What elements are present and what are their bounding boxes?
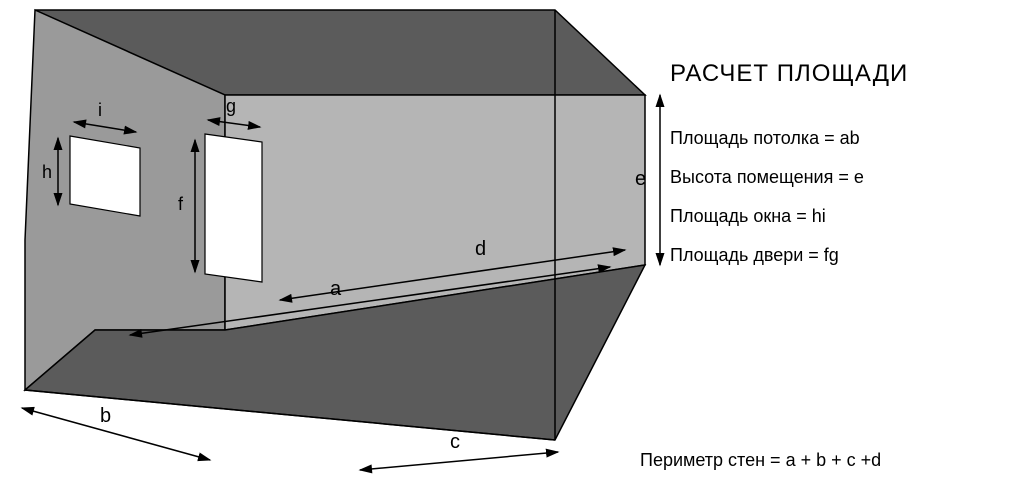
label-b: b (100, 405, 111, 427)
formula-door: Площадь двери = fg (670, 245, 1010, 266)
formulas-panel: РАСЧЕТ ПЛОЩАДИ Площадь потолка = ab Высо… (670, 60, 1010, 284)
label-c: c (450, 431, 460, 453)
page-title: РАСЧЕТ ПЛОЩАДИ (670, 60, 1010, 88)
label-e: e (635, 168, 646, 190)
label-g: g (226, 96, 236, 116)
window-opening (70, 136, 140, 216)
dim-b (22, 408, 210, 460)
label-d: d (475, 238, 486, 260)
formula-perimeter: Периметр стен = a + b + c +d (640, 450, 881, 471)
dim-c (360, 452, 558, 470)
label-h: h (42, 162, 52, 182)
room-diagram: a d b c e f g h i (0, 0, 650, 500)
formula-window: Площадь окна = hi (670, 206, 1010, 227)
label-i: i (98, 100, 102, 120)
label-a: a (330, 278, 342, 300)
formula-ceiling: Площадь потолка = ab (670, 128, 1010, 149)
formula-height: Высота помещения = e (670, 167, 1010, 188)
door-opening (205, 134, 262, 282)
